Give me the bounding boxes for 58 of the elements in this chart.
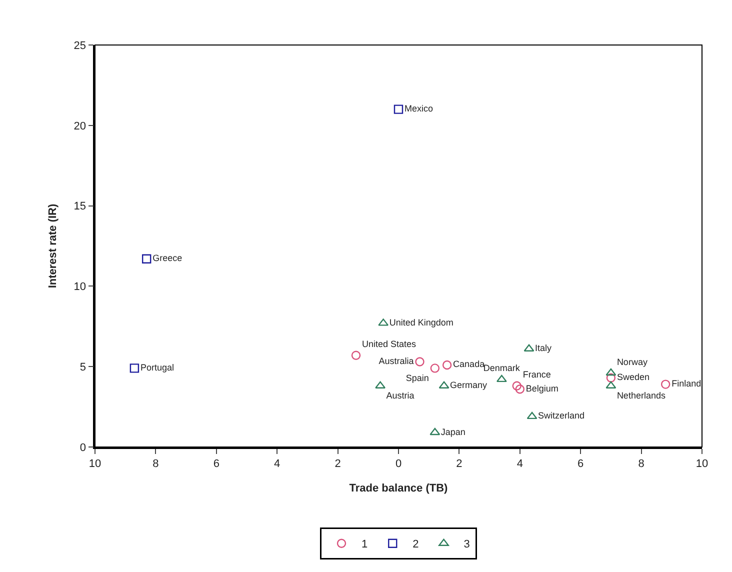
y-tick-label: 25	[74, 40, 86, 52]
x-axis-title: Trade balance (TB)	[349, 482, 448, 495]
point	[512, 381, 522, 390]
x-tick-label: 4	[274, 458, 280, 470]
x-tick-label: 10	[88, 458, 102, 470]
x-tick-label: 8	[638, 458, 644, 470]
data-label: Greece	[152, 253, 182, 264]
x-tick-label: 2	[334, 458, 341, 470]
data-label: Sweden	[616, 372, 650, 382]
x-tick-label: 0	[395, 458, 402, 470]
y-tick-label: 0	[80, 442, 86, 454]
point	[515, 384, 524, 394]
data-label: Netherlands	[616, 390, 666, 401]
y-axis-title: Interest rate (IR)	[46, 203, 59, 288]
data-label: Spain	[406, 372, 429, 383]
data-label: Belgium	[526, 383, 558, 394]
point	[660, 380, 670, 389]
point	[526, 412, 538, 420]
point	[442, 360, 452, 370]
x-tick-label: 6	[578, 458, 584, 470]
data-label: Mexico	[404, 104, 434, 114]
data-label: Norway	[616, 356, 648, 367]
point	[351, 350, 361, 360]
y-tick-label: 20	[74, 120, 86, 132]
point	[606, 373, 616, 382]
y-tick-label: 15	[74, 200, 86, 213]
data-label: Switzerland	[538, 410, 585, 421]
x-tick-label: 2	[456, 458, 462, 470]
x-tick-label: 10	[696, 458, 708, 470]
y-tick-label: 10	[74, 281, 86, 294]
data-label: Italy	[535, 343, 552, 354]
data-label: Japan	[440, 426, 466, 437]
x-tick-label: 8	[152, 458, 159, 470]
point	[142, 254, 152, 264]
point	[130, 364, 140, 373]
legend-label: 3	[464, 538, 470, 551]
point	[394, 104, 404, 114]
data-label: Austria	[386, 390, 414, 401]
data-label: Portugal	[140, 362, 174, 372]
point	[430, 428, 440, 436]
data-label: Canada	[453, 359, 485, 370]
y-tick-label: 5	[80, 361, 86, 374]
x-tick-label: 4	[516, 458, 523, 470]
x-tick-label: 6	[213, 458, 220, 470]
point	[415, 357, 424, 366]
point	[524, 344, 534, 352]
data-label: Denmark	[483, 363, 520, 374]
point	[496, 374, 507, 382]
data-label: Australia	[378, 356, 414, 366]
point	[606, 368, 616, 376]
data-label: Finland	[672, 378, 702, 389]
data-label: United Kingdom	[389, 317, 454, 328]
point	[430, 364, 440, 373]
legend-label: 2	[412, 538, 419, 551]
legend-label: 1	[362, 538, 368, 551]
data-label: Germany	[450, 380, 488, 390]
data-label: United States	[362, 339, 417, 350]
data-label: France	[522, 370, 551, 380]
